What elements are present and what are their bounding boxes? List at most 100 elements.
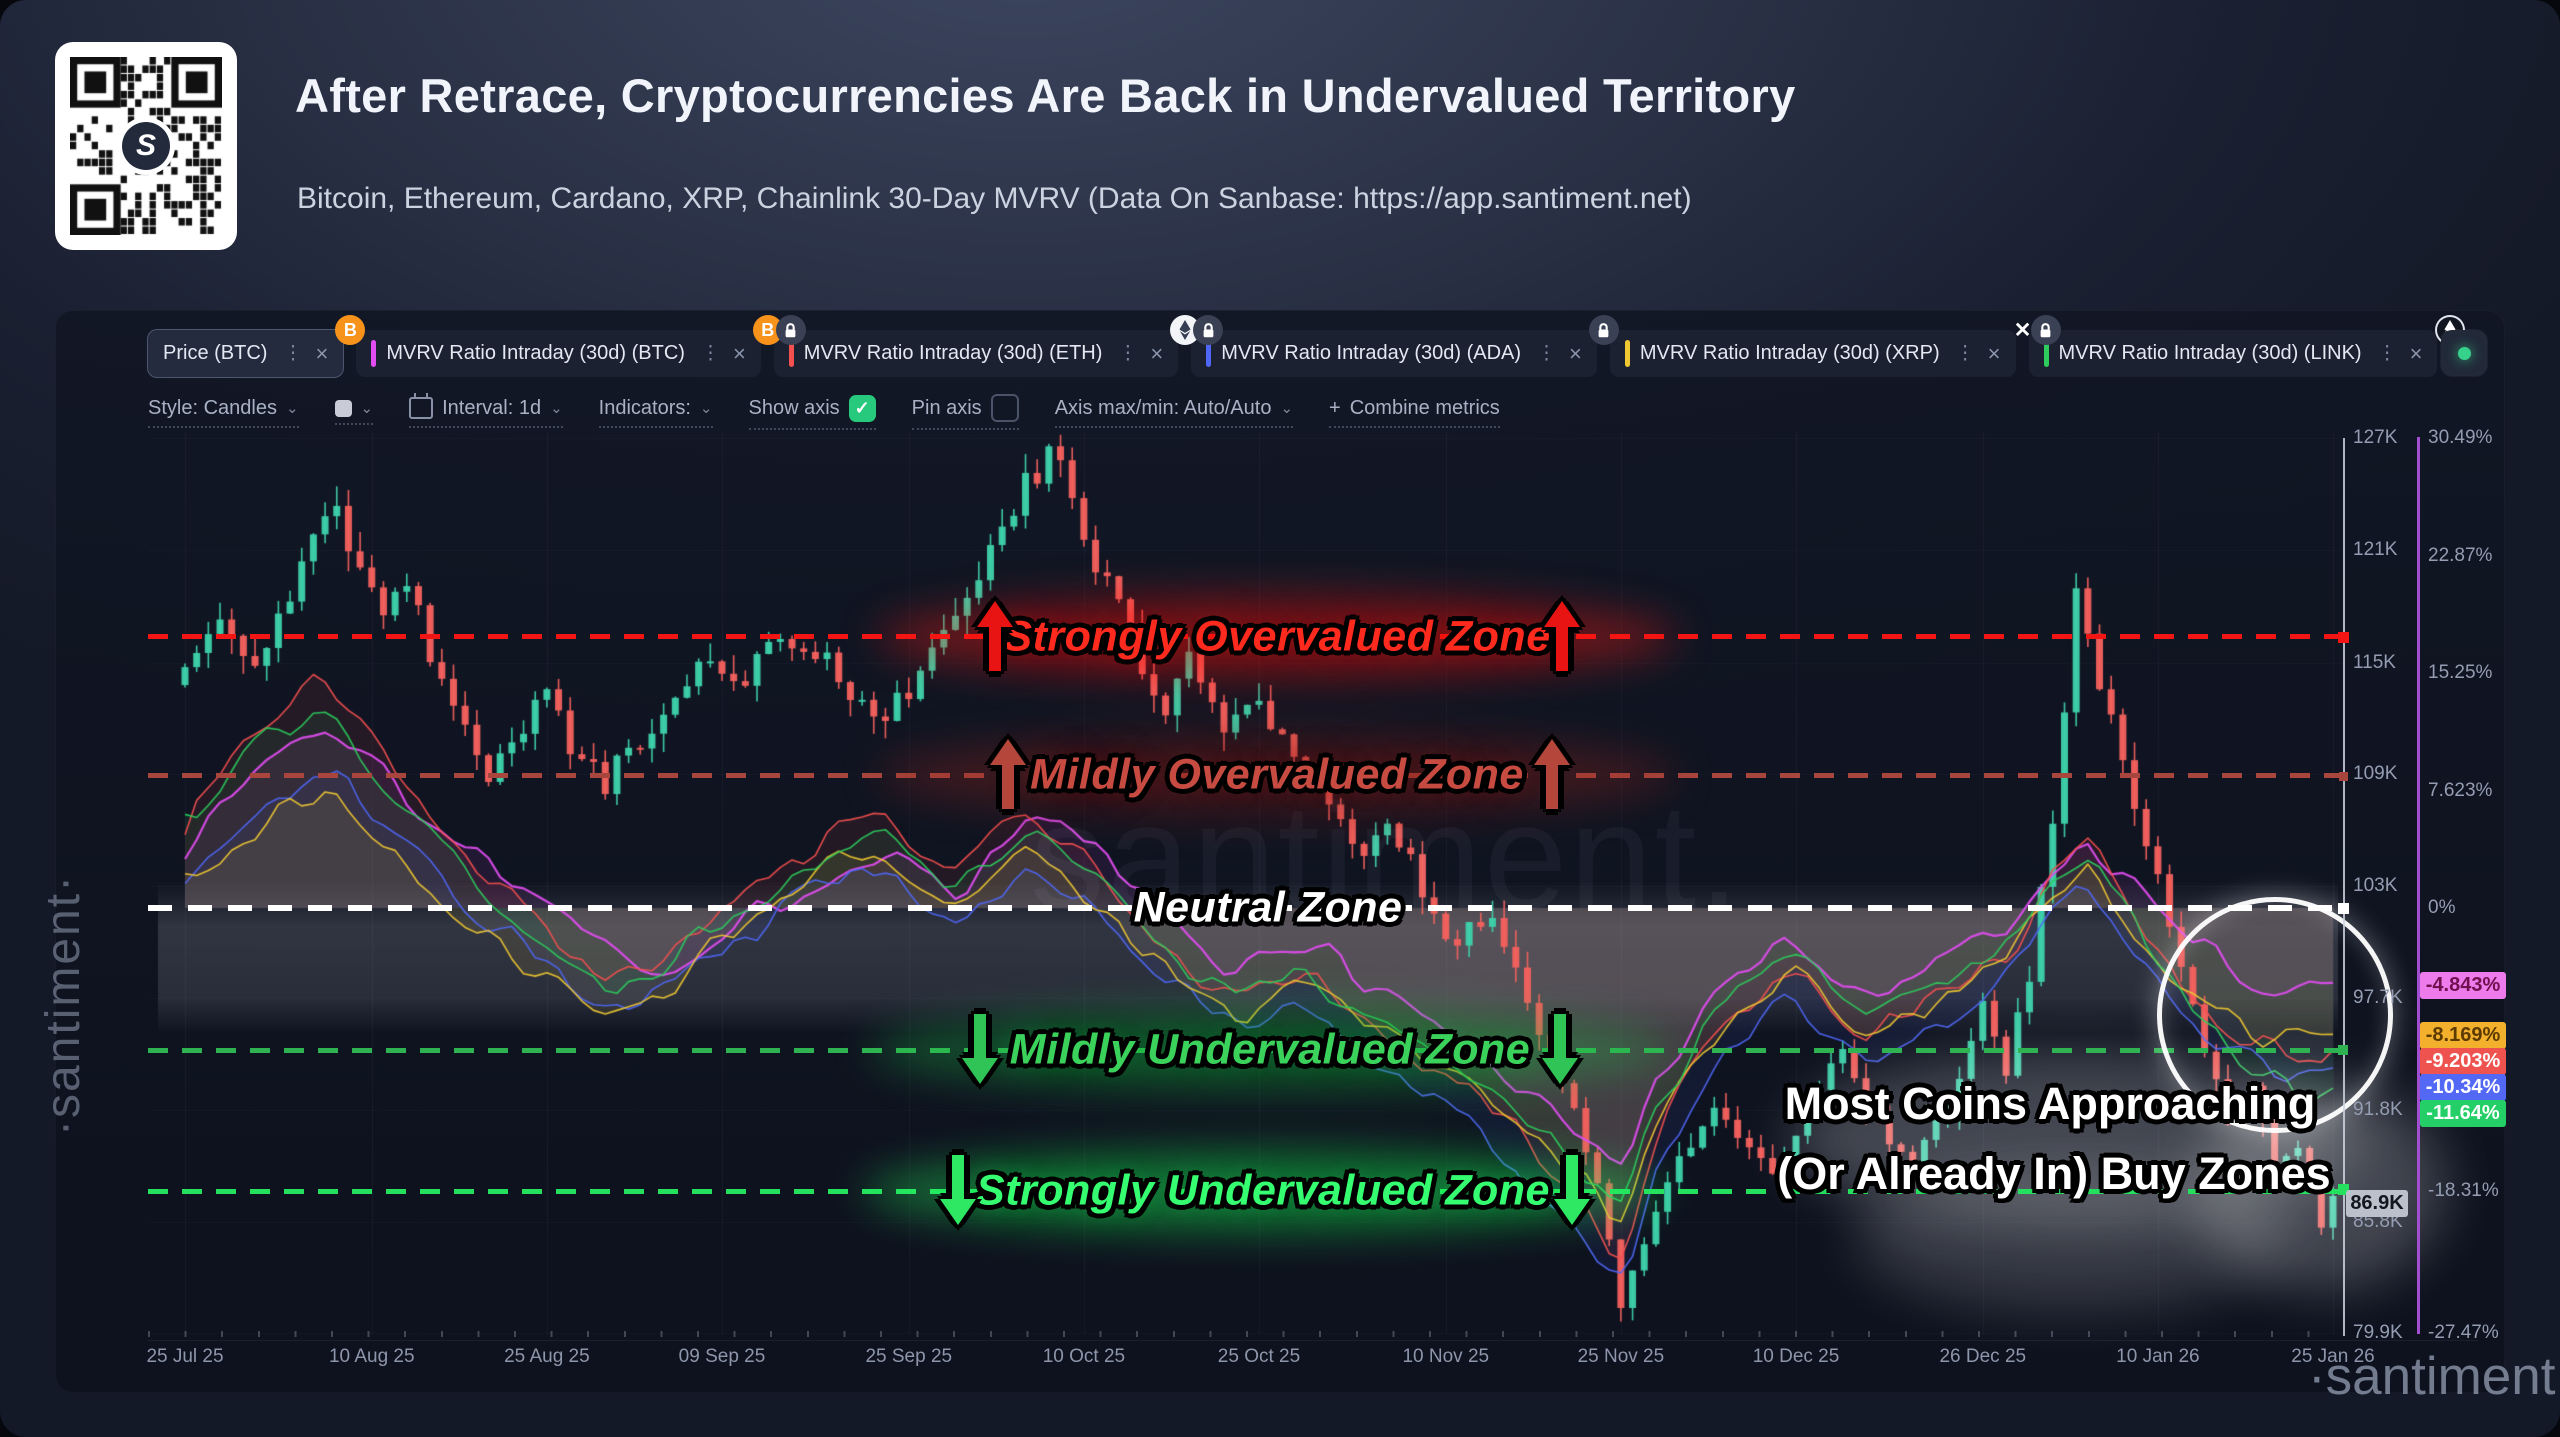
chevron-down-icon: ⌄	[285, 400, 299, 417]
page-title: After Retrace, Cryptocurrencies Are Back…	[295, 69, 1796, 122]
percent-axis-line	[2417, 437, 2420, 1334]
tab-menu-icon[interactable]: ⋮	[2377, 343, 2398, 364]
annotation-line1: Most Coins Approaching	[1784, 1078, 2316, 1129]
price-axis-tick: 103K	[2353, 875, 2398, 896]
zone-axis-marker	[2337, 1184, 2349, 1195]
x-axis-date: 10 Jan 26	[2116, 1346, 2200, 1367]
metric-value-badge: -8.169%	[2420, 1022, 2506, 1049]
x-axis-date: 25 Nov 25	[1577, 1346, 1665, 1367]
x-axis-baseline	[148, 1340, 2478, 1341]
zone-glow	[863, 1149, 1663, 1234]
price-axis-tick: 109K	[2353, 763, 2398, 784]
metric-value-badge: -11.64%	[2420, 1100, 2506, 1127]
down-arrow-icon	[1554, 1155, 1590, 1226]
pin-axis-label: Pin axis	[911, 396, 982, 419]
combine-metrics-label: Combine metrics	[1349, 396, 1500, 419]
status-button[interactable]	[2441, 330, 2487, 376]
percent-axis-tick: 0%	[2428, 897, 2456, 918]
lock-icon	[1588, 315, 1619, 345]
tab-close-icon[interactable]: ×	[315, 340, 329, 366]
page-subtitle: Bitcoin, Ethereum, Cardano, XRP, Chainli…	[297, 182, 1692, 215]
chevron-down-icon: ⌄	[1280, 400, 1294, 417]
bitcoin-badge-icon: B	[335, 315, 366, 345]
tab-menu-icon[interactable]: ⋮	[283, 343, 304, 364]
zone-line-strongly-overvalued-zone	[148, 634, 2343, 640]
zone-axis-marker	[2337, 632, 2349, 643]
zone-label: Mildly Undervalued Zone	[1009, 1025, 1531, 1074]
zone-axis-marker	[2337, 903, 2349, 914]
x-axis-date: 10 Aug 25	[328, 1346, 415, 1367]
lock-icon	[2030, 315, 2061, 345]
tab-close-icon[interactable]: ×	[1150, 340, 1164, 366]
zone-line-mildly-overvalued-zone	[148, 772, 2343, 778]
zone-label: Neutral Zone	[1133, 883, 1403, 932]
price-axis-tick: 97.7K	[2353, 987, 2403, 1008]
tab-menu-icon[interactable]: ⋮	[1118, 343, 1139, 364]
tab-menu-icon[interactable]: ⋮	[1955, 343, 1976, 364]
price-axis-tick: 91.8K	[2353, 1099, 2403, 1120]
tab-close-icon[interactable]: ×	[2409, 340, 2423, 366]
percent-axis-tick: 7.623%	[2428, 779, 2493, 801]
qr-code: S	[55, 42, 237, 250]
tab-menu-icon[interactable]: ⋮	[700, 343, 721, 364]
tab-mvrv-ratio-intraday-30d-xrp[interactable]: MVRV Ratio Intraday (30d) (XRP) ⋮ ×	[1588, 315, 2016, 377]
price-axis-tick: 79.9K	[2353, 1322, 2403, 1343]
santiment-logo: S	[117, 117, 175, 175]
tab-corner-badges: B	[335, 315, 366, 345]
x-axis-date: 10 Nov 25	[1402, 1346, 1490, 1367]
tab-corner-badges	[1588, 315, 1619, 345]
zone-line-neutral-zone	[148, 905, 2343, 911]
watermark-bottom-right: ·santiment·	[2308, 1347, 2560, 1406]
metric-color-bar	[371, 340, 377, 367]
price-axis-tick: 127K	[2353, 427, 2398, 448]
last-price-badge: 86.9K	[2346, 1190, 2408, 1217]
tab-menu-icon[interactable]: ⋮	[1537, 343, 1558, 364]
zone-label: Strongly Overvalued Zone	[1003, 612, 1551, 661]
show-axis-label: Show axis	[748, 396, 840, 419]
x-axis-date: 25 Oct 25	[1217, 1346, 1301, 1367]
tab-label: MVRV Ratio Intraday (30d) (ADA)	[1221, 342, 1522, 364]
tab-price-btc[interactable]: Price (BTC) ⋮ ×	[148, 330, 344, 377]
live-status-icon	[2457, 346, 2471, 360]
price-mvrv-chart[interactable]	[148, 418, 2343, 1340]
zone-label: Strongly Undervalued Zone	[976, 1166, 1550, 1215]
x-axis-date: 25 Sep 25	[865, 1346, 953, 1367]
metric-color-bar	[788, 340, 794, 367]
watermark-left: ·santiment·	[37, 873, 90, 1136]
metric-color-bar	[1206, 340, 1212, 367]
metric-value-badge: -9.203%	[2420, 1048, 2506, 1075]
zone-line-mildly-undervalued-zone	[148, 1047, 2343, 1053]
tab-label: MVRV Ratio Intraday (30d) (BTC)	[386, 342, 685, 364]
watermark-center: santiment.	[1030, 772, 1742, 940]
tab-mvrv-ratio-intraday-30d-btc[interactable]: MVRV Ratio Intraday (30d) (BTC) ⋮ × B	[335, 315, 761, 377]
tab-corner-badges	[1170, 315, 1224, 345]
calendar-icon	[409, 393, 434, 419]
santiment-logo-letter: S	[122, 122, 170, 170]
zone-line-strongly-undervalued-zone	[148, 1188, 2343, 1194]
up-arrow-icon	[977, 600, 1013, 671]
tab-mvrv-ratio-intraday-30d-ada[interactable]: MVRV Ratio Intraday (30d) (ADA) ⋮ ×	[1170, 315, 1597, 377]
percent-axis-tick: 22.87%	[2428, 544, 2493, 566]
xrp-badge-icon: ✕	[2013, 318, 2032, 342]
zone-glow	[870, 1008, 1670, 1093]
lock-icon	[775, 315, 806, 345]
down-arrow-icon	[962, 1014, 998, 1085]
tab-label: Price (BTC)	[163, 342, 268, 364]
tab-close-icon[interactable]: ×	[1569, 340, 1582, 366]
up-arrow-icon	[1534, 739, 1570, 810]
tab-close-icon[interactable]: ×	[1987, 340, 2001, 366]
x-axis-date: 09 Sep 25	[678, 1346, 766, 1367]
price-axis-line	[2343, 438, 2345, 1336]
tab-close-icon[interactable]: ×	[732, 340, 746, 366]
x-axis-date: 25 Jul 25	[146, 1346, 224, 1367]
tab-mvrv-ratio-intraday-30d-link[interactable]: MVRV Ratio Intraday (30d) (LINK) ⋮ × ✕	[2014, 315, 2438, 377]
tab-corner-badges: B	[752, 315, 806, 345]
checkbox-checked-icon[interactable]: ✓	[848, 394, 876, 422]
chevron-down-icon: ⌄	[550, 400, 563, 417]
chevron-down-icon: ⌄	[360, 400, 374, 417]
tab-mvrv-ratio-intraday-30d-eth[interactable]: MVRV Ratio Intraday (30d) (ETH) ⋮ × B	[752, 315, 1179, 377]
plus-icon: +	[1329, 396, 1341, 419]
x-axis-minor-ticks	[148, 1331, 2343, 1337]
zone-axis-marker	[2338, 772, 2348, 781]
up-arrow-icon	[1544, 600, 1580, 671]
